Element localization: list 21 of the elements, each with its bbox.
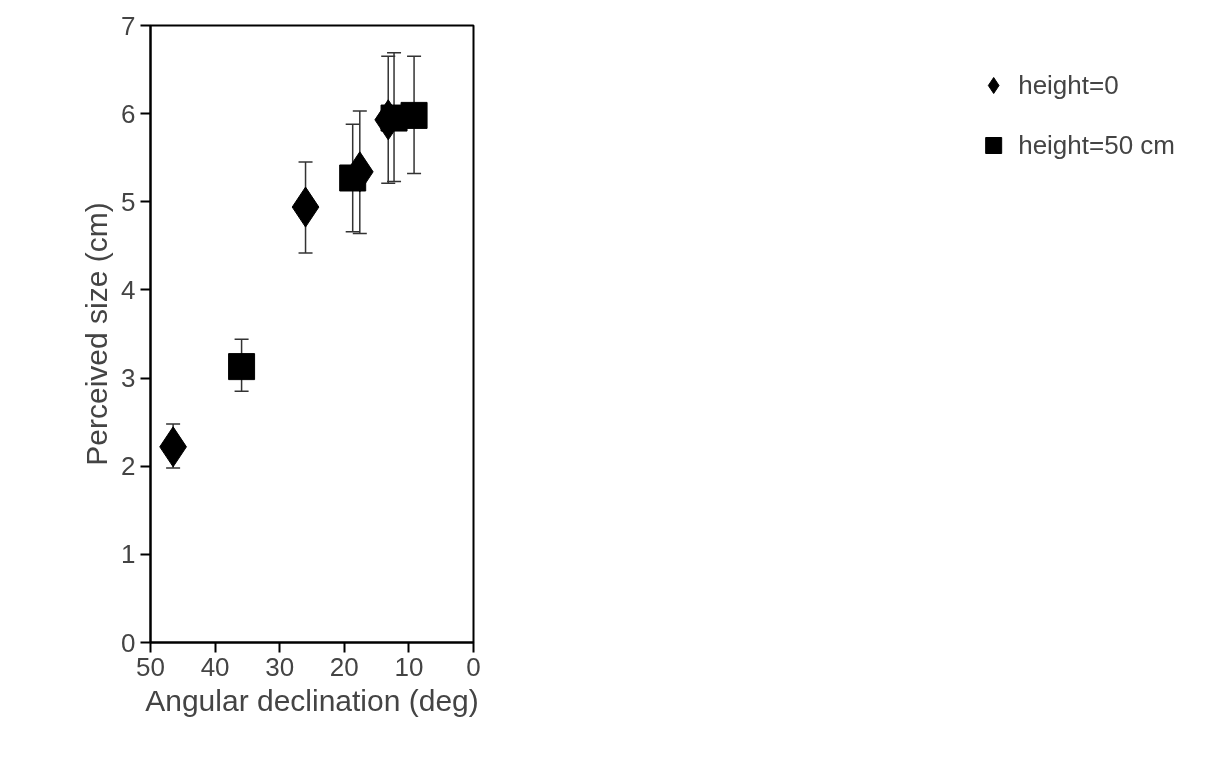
x-tick-label: 30 [265, 651, 295, 682]
y-tick-label: 7 [121, 10, 136, 41]
y-tick-label: 0 [121, 627, 136, 658]
point [400, 101, 428, 129]
y-tick-label: 4 [121, 274, 136, 305]
y-tick-label: 1 [121, 539, 136, 570]
x-tick-label: 0 [466, 651, 481, 682]
legend-label: height=50 cm [1018, 129, 1175, 161]
y-axis-title: Perceived size (cm) [80, 202, 114, 466]
x-tick-label: 40 [200, 651, 230, 682]
point [228, 353, 256, 381]
y-tick-label: 5 [121, 186, 136, 217]
y-tick-label: 3 [121, 363, 136, 394]
y-tick-label: 2 [121, 451, 136, 482]
y-tick-label: 6 [121, 98, 136, 129]
legend-label: height=0 [1018, 69, 1119, 101]
x-tick-label: 10 [394, 651, 424, 682]
point [339, 164, 367, 192]
x-tick-label: 20 [329, 651, 359, 682]
x-tick-label: 50 [136, 651, 165, 682]
x-axis-title: Angular declination (deg) [145, 683, 479, 717]
